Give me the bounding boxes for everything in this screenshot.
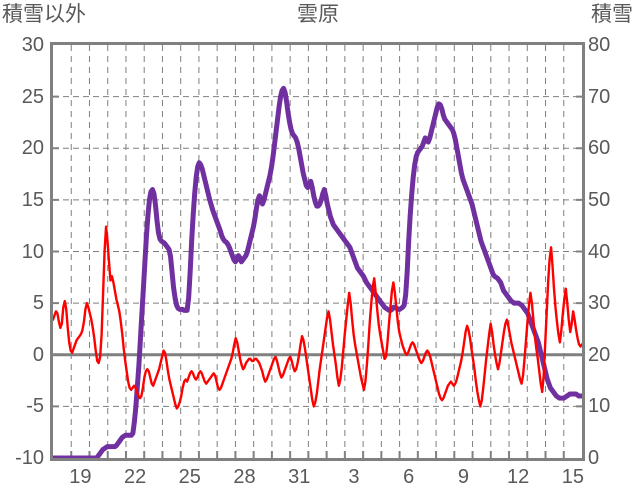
right-axis-unit-label: 積雪: [591, 3, 633, 26]
x-axis-tick-label: 3: [348, 466, 360, 488]
left-axis-tick-labels: 30 25 20 15 10 5 0 -5 -10: [0, 35, 44, 468]
x-axis-tick-label: 31: [288, 466, 311, 488]
left-axis-tick-label: 20: [21, 137, 44, 160]
x-axis-tick-label: 15: [561, 466, 584, 488]
right-axis-tick-label: 70: [588, 85, 611, 108]
x-axis-tick-label: 9: [457, 466, 469, 488]
plot-area: [50, 42, 585, 461]
right-axis-tick-label: 40: [588, 240, 611, 263]
right-axis-tick-labels: 80 70 60 50 40 30 20 10 0: [588, 35, 634, 468]
x-axis-tick-label: 12: [507, 466, 530, 488]
right-axis-tick-label: 10: [588, 395, 611, 418]
x-axis-tick-label: 6: [403, 466, 415, 488]
x-axis-tick-label: 28: [233, 466, 256, 488]
left-axis-unit-label: 積雪以外: [2, 3, 86, 26]
left-axis-tick-label: 25: [21, 85, 44, 108]
right-axis-tick-label: 30: [588, 292, 611, 315]
left-axis-tick-label: 10: [21, 240, 44, 263]
x-axis-tick-label: 25: [178, 466, 201, 488]
right-axis-tick-label: 20: [588, 343, 611, 366]
left-axis-tick-label: 15: [21, 188, 44, 211]
right-axis-tick-label: 50: [588, 188, 611, 211]
right-axis-tick-label: 60: [588, 137, 611, 160]
non-snow-precipitation-line: [51, 225, 584, 410]
x-axis-tick-labels: 19 22 25 28 31 3 6 9 12 15: [50, 466, 585, 496]
x-axis-tick-label: 22: [123, 466, 147, 488]
left-axis-tick-label: 0: [32, 343, 44, 366]
left-axis-tick-label: 5: [32, 292, 44, 315]
snow-depth-line: [50, 85, 585, 461]
right-axis-tick-label: 80: [588, 34, 611, 56]
left-axis-tick-label: 30: [21, 34, 44, 56]
x-axis-tick-label: 19: [69, 466, 92, 488]
left-axis-tick-label: -10: [15, 447, 44, 469]
right-axis-tick-label: 0: [588, 447, 600, 469]
chart-plot-svg: [50, 42, 585, 461]
plot-border: [50, 42, 585, 461]
chart-title: 雲原: [297, 3, 339, 26]
left-axis-tick-label: -5: [26, 395, 44, 418]
